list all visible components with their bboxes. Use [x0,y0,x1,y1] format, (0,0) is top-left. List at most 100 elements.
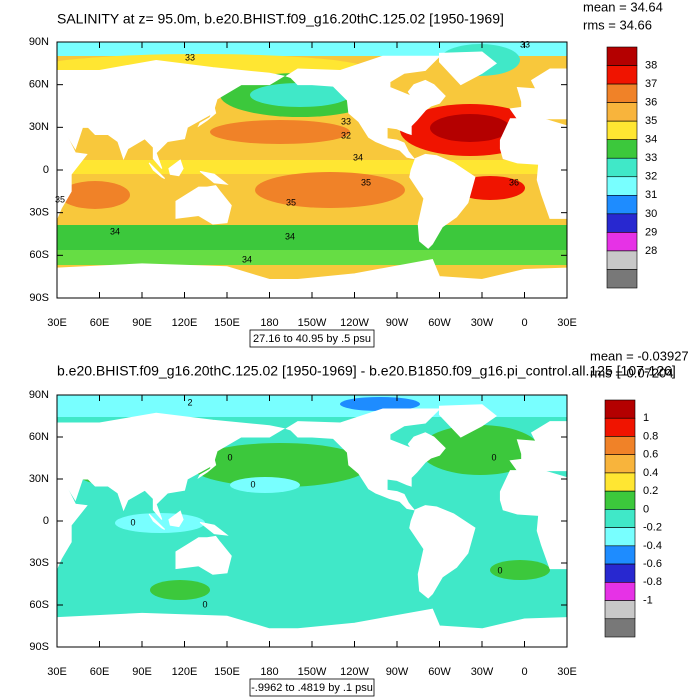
land [175,185,232,225]
land [409,505,476,599]
colorbar-label: 37 [645,78,657,90]
map-panel: SALINITY at z= 95.0m, b.e20.BHIST.f09_g1… [29,0,663,348]
lon-label: 60W [428,317,451,329]
colorbar-label: 0.8 [643,430,658,442]
colorbar-box [604,527,636,547]
colorbar-box [606,269,638,289]
land [409,153,476,249]
land [509,68,567,120]
land [57,477,88,569]
colorbar-box [604,600,636,620]
colorbar-box [604,618,636,638]
stat: mean = 34.64 [583,0,663,14]
lon-label: 90W [386,317,409,329]
contour-label: 34 [242,254,252,264]
info-box [249,329,375,348]
land [168,510,184,528]
field-region [230,477,300,493]
lon-label: 120W [340,666,369,678]
colorbar-box [604,563,636,583]
colorbar-label: 30 [645,208,657,220]
colorbar-label: 31 [645,189,657,201]
colorbar-box [606,176,638,196]
field-region [190,443,370,487]
stat: rms = 34.66 [583,17,652,32]
contour-label: 35 [286,197,296,207]
stat: rms = 0.07204 [590,365,673,380]
land [148,162,166,179]
colorbar-label: 0.2 [643,485,658,497]
contour-label: 34 [285,231,295,241]
contour-label: 34 [353,152,363,162]
land [439,51,497,86]
colorbar-box [606,65,638,85]
lat-label: 60S [29,599,49,611]
lon-label: 0 [521,666,527,678]
lon-label: 30E [47,666,67,678]
land [175,535,232,575]
land [499,116,567,219]
lon-label: 0 [521,317,527,329]
map-panel: b.e20.BHIST.f09_g16.20thC.125.02 [1950-1… [29,348,689,697]
colorbar-label: 38 [645,59,657,71]
lat-label: 0 [43,164,49,176]
lon-label: 120E [172,666,198,678]
contour-label: 33 [520,39,530,49]
land [509,421,567,472]
land [57,125,88,219]
field-region [57,160,567,174]
colorbar-label: -0.4 [643,540,662,552]
field-region [60,181,130,209]
contour-label: 0 [130,517,135,527]
land [168,159,184,177]
colorbar-label: 32 [645,171,657,183]
lat-label: 30S [29,557,49,569]
colorbar-box [606,102,638,122]
contour-label: 0 [497,565,502,575]
info-box [249,678,375,697]
lon-label: 60W [428,666,451,678]
field-region [430,114,510,142]
land [285,408,446,511]
colorbar-box [604,490,636,510]
contour-info: 27.16 to 40.95 by .5 psu [253,333,371,345]
colorbar-box [604,454,636,474]
colorbar-box [604,417,636,437]
field-region [210,120,350,144]
lon-label: 150W [298,666,327,678]
land [199,170,229,185]
lat-label: 60N [29,79,49,91]
map-field [57,42,567,298]
colorbar-label: 0.4 [643,467,658,479]
colorbar-box [606,250,638,270]
panel-title: b.e20.BHIST.f09_g16.20thC.125.02 [1950-1… [57,363,676,379]
colorbar-label: -1 [643,594,653,606]
lat-label: 60S [29,249,49,261]
colorbar-label: 1 [643,412,649,424]
colorbar-box [604,399,636,419]
lon-label: 150W [298,317,327,329]
colorbar-box [606,46,638,66]
lat-label: 30N [29,473,49,485]
lat-label: 0 [43,515,49,527]
colorbar-label: 35 [645,115,657,127]
lon-label: 120W [340,317,369,329]
colorbar-label: -0.6 [643,558,662,570]
land [57,259,567,298]
map-field [57,395,567,647]
lon-label: 60E [90,317,110,329]
contour-label: 0 [250,479,255,489]
lon-label: 30E [557,666,577,678]
lon-label: 30W [471,317,494,329]
colorbar-box [606,120,638,140]
stat: mean = -0.03927 [590,348,689,363]
colorbar-label: -0.2 [643,522,662,534]
field-region [255,172,405,208]
contour-label: 36 [509,177,519,187]
colorbar-box [606,213,638,233]
lon-label: 90E [132,317,152,329]
contour-label: 0 [227,452,232,462]
colorbar-label: 36 [645,97,657,109]
lon-label: 120E [172,317,198,329]
colorbar-box [604,545,636,565]
